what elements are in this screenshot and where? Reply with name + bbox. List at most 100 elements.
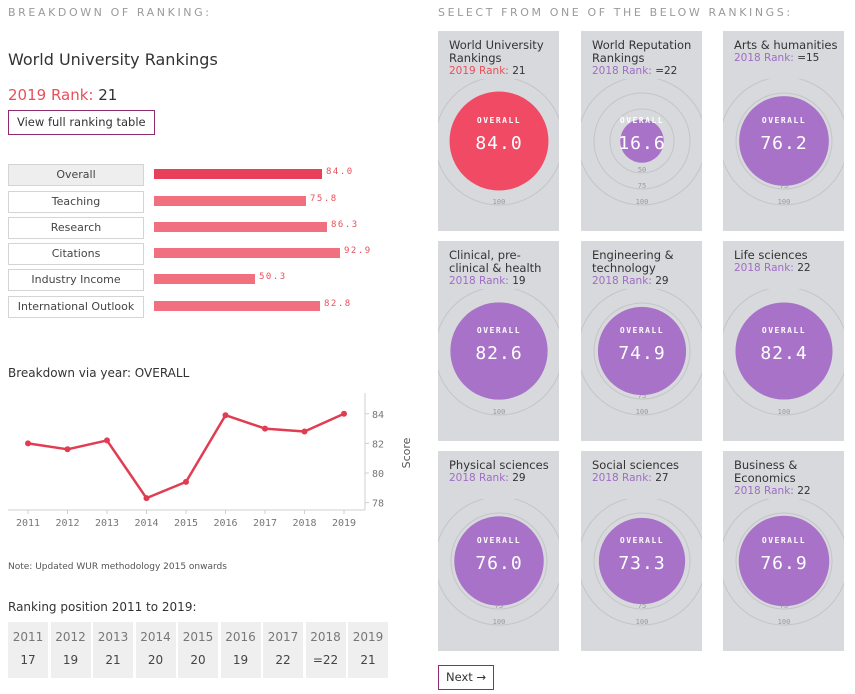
data-point (341, 410, 347, 417)
card-rank-value: 29 (512, 472, 526, 484)
gauge-ring (593, 302, 691, 400)
score-gauge: 255075100OVERALL84.0 (438, 79, 559, 206)
metric-value: 50.3 (259, 272, 287, 282)
metric-button[interactable]: Research (8, 217, 144, 239)
gauge-overall-label: OVERALL (620, 536, 664, 545)
gauge-tick-label: 75 (495, 602, 503, 610)
x-tick-label: 2014 (134, 518, 158, 529)
position-rank: 20 (147, 653, 164, 667)
position-year: 2015 (182, 630, 214, 644)
metric-row: Teaching 75.8 (8, 191, 398, 213)
position-cell: 2018 =22 (305, 622, 346, 678)
metric-row: Industry Income 50.3 (8, 269, 398, 291)
position-year: 2011 (12, 630, 44, 644)
gauge-score: 84.0 (475, 133, 522, 154)
position-rank: 20 (190, 653, 206, 667)
gauge-overall-label: OVERALL (620, 326, 664, 335)
gauge-score: 82.4 (760, 343, 807, 364)
gauge-tick-label: 75 (780, 182, 788, 190)
gauge-fill (739, 96, 829, 186)
metric-row: Citations 92.9 (8, 243, 398, 265)
metric-button[interactable]: Overall (8, 164, 144, 186)
card-rank-value: 29 (655, 275, 669, 287)
gauge-fill (449, 91, 549, 191)
gauge-score: 16.6 (618, 133, 665, 154)
metric-row: International Outlook 82.8 (8, 296, 398, 318)
metric-row: Overall 84.0 (8, 164, 398, 186)
score-gauge: 255075100OVERALL82.6 (438, 289, 559, 416)
metric-button[interactable]: International Outlook (8, 296, 144, 318)
gauge-score: 76.2 (760, 133, 807, 154)
y-tick-label: 78 (372, 499, 384, 510)
metric-bar (154, 301, 320, 311)
gauge-fill (598, 517, 686, 605)
gauge-ring (593, 512, 691, 610)
gauge-score: 73.3 (618, 553, 665, 574)
x-tick-label: 2011 (16, 518, 40, 529)
data-point (64, 446, 71, 453)
card-rank-label: 2018 Rank: (734, 262, 794, 274)
x-tick-label: 2017 (253, 518, 277, 529)
card-rank: 2018 Rank: 19 (449, 275, 553, 288)
gauge-tick-label: 100 (493, 408, 506, 416)
metric-value: 84.0 (326, 167, 354, 177)
ranking-card[interactable]: Clinical, pre-clinical & health 2018 Rank… (438, 241, 559, 441)
metric-button[interactable]: Citations (8, 243, 144, 265)
gauge-ring (438, 289, 559, 416)
chart-title: Breakdown via year: OVERALL (8, 366, 190, 380)
card-rank: 2018 Rank: 22 (734, 485, 838, 498)
data-point (222, 412, 229, 419)
gauge-tick-label: 75 (638, 392, 646, 400)
gauge-tick-label: 100 (636, 618, 649, 626)
score-gauge: 255075100OVERALL73.3 (581, 499, 702, 626)
card-rank-label: 2018 Rank: (592, 65, 652, 77)
metric-button[interactable]: Teaching (8, 191, 144, 213)
view-full-ranking-table-button[interactable]: View full ranking table (8, 110, 155, 135)
gauge-ring (723, 79, 844, 206)
card-rank: 2018 Rank: =15 (734, 52, 838, 65)
metric-bar (154, 222, 327, 232)
position-cell: 2012 19 (50, 622, 91, 678)
gauge-tick-label: 50 (638, 166, 646, 174)
position-rank: 19 (62, 653, 79, 667)
gauge-score: 76.0 (475, 553, 522, 574)
card-rank-value: 22 (797, 485, 811, 497)
x-tick-label: 2012 (55, 518, 79, 529)
card-name: Engineering & technology (592, 248, 674, 275)
metric-bar (154, 196, 306, 206)
next-button[interactable]: Next → (438, 665, 495, 690)
gauge-overall-label: OVERALL (477, 536, 521, 545)
position-year: 2019 (352, 630, 384, 644)
gauge-tick-label: 100 (636, 408, 649, 416)
position-rank: 21 (105, 653, 121, 667)
metric-button[interactable]: Industry Income (8, 269, 144, 291)
rank-value: 21 (98, 86, 118, 104)
card-name: Social sciences (592, 458, 680, 472)
current-rank: 2019 Rank: 21 (8, 86, 117, 104)
data-point (262, 425, 268, 432)
card-title: Clinical, pre-clinical & health 2018 Rank… (449, 249, 553, 288)
x-tick-label: 2019 (332, 518, 356, 529)
score-gauge: 255075100OVERALL82.4 (723, 289, 844, 416)
gauge-score: 76.9 (760, 553, 807, 574)
card-name: Physical sciences (449, 458, 549, 472)
y-tick-label: 80 (372, 469, 384, 480)
score-gauge: 255075100OVERALL74.9 (581, 289, 702, 416)
gauge-overall-label: OVERALL (477, 326, 521, 335)
gauge-ring (735, 512, 833, 610)
gauge-ring (735, 92, 833, 190)
gauge-fill (620, 119, 664, 163)
gauge-ring (581, 289, 702, 416)
gauge-ring (438, 499, 559, 626)
card-rank-value: =22 (655, 65, 678, 77)
position-cell: 2016 19 (220, 622, 261, 678)
card-rank-value: 27 (655, 472, 669, 484)
